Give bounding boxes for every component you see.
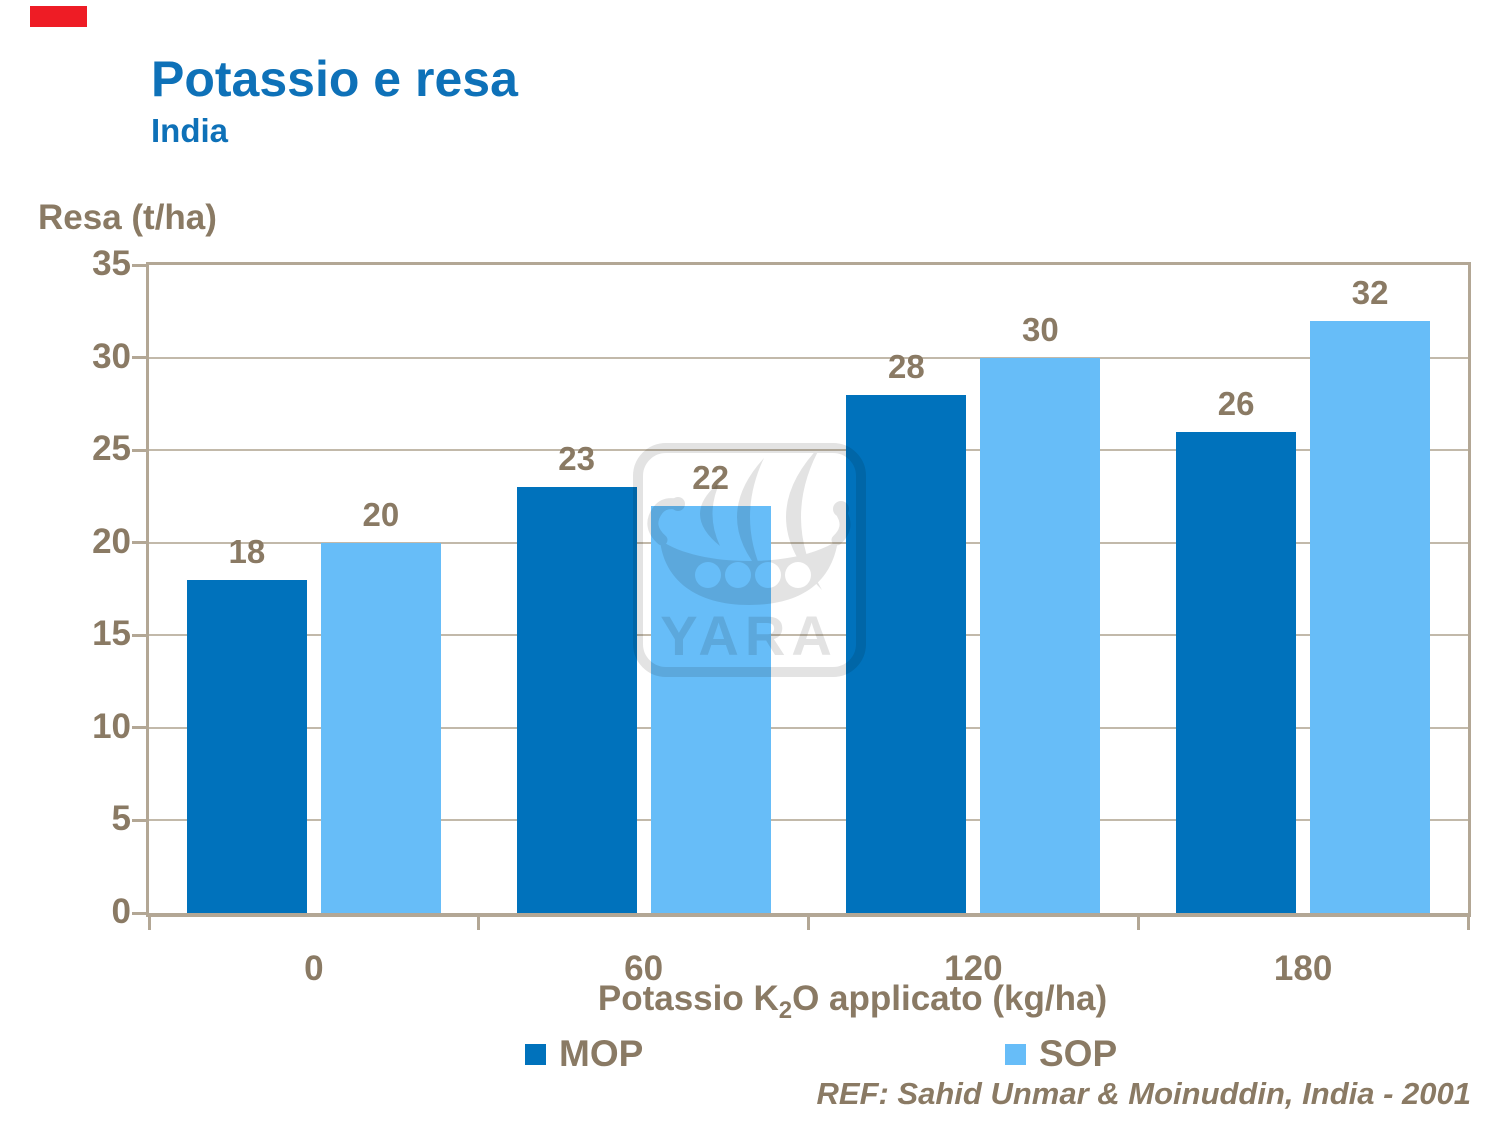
x-tick-label-60: 60 bbox=[624, 949, 664, 988]
x-tick-mark-2 bbox=[807, 917, 810, 930]
bar-mop-120 bbox=[846, 394, 967, 913]
plot-area: 0 5 10 15 20 25 30 35 18 23 28 26 20 22 30 32 0 60 120 180 bbox=[92, 244, 1471, 988]
x-tick-mark-4 bbox=[1466, 917, 1470, 930]
x-tick-label-0: 0 bbox=[304, 949, 324, 988]
watermark-border bbox=[633, 443, 866, 677]
x-axis-title-sub: 2 bbox=[778, 997, 793, 1024]
x-tick-mark-3 bbox=[1136, 917, 1140, 930]
legend-swatch-sop bbox=[1005, 1043, 1026, 1065]
y-tick-label-5: 5 bbox=[111, 799, 131, 839]
watermark-text: YARA bbox=[660, 604, 838, 667]
y-tick-label-20: 20 bbox=[92, 521, 131, 561]
y-tick-mark-5 bbox=[132, 818, 146, 822]
bar-value-label: 26 bbox=[1217, 384, 1255, 422]
y-tick-label-0: 0 bbox=[111, 892, 131, 932]
legend-label-sop: SOP bbox=[1039, 1033, 1118, 1074]
legend-item-mop: MOP bbox=[525, 1033, 643, 1075]
bar-value-label: 30 bbox=[1022, 310, 1059, 348]
gridline-30 bbox=[149, 356, 1468, 359]
bar-sop-120 bbox=[980, 357, 1101, 913]
bar-value-label: 23 bbox=[558, 440, 595, 478]
y-axis-title: Resa (t/ha) bbox=[38, 198, 217, 237]
bar-value-label: 28 bbox=[888, 347, 925, 385]
gridline-5 bbox=[149, 819, 1468, 822]
legend: MOP SOP bbox=[148, 1033, 1473, 1079]
legend-item-sop: SOP bbox=[1005, 1033, 1117, 1075]
y-tick-mark-30 bbox=[132, 356, 146, 360]
y-tick-mark-15 bbox=[132, 633, 146, 637]
y-tick-label-15: 15 bbox=[92, 614, 131, 654]
bar-mop-0 bbox=[186, 579, 307, 913]
bar-mop-60 bbox=[516, 487, 637, 913]
x-tick-mark-1 bbox=[477, 917, 481, 930]
gridline-20 bbox=[149, 541, 1468, 544]
x-axis-title-post: O applicato (kg/ha) bbox=[792, 979, 1108, 1018]
bar-mop-180 bbox=[1176, 431, 1297, 913]
y-tick-label-25: 25 bbox=[92, 429, 131, 469]
legend-label-mop: MOP bbox=[559, 1033, 644, 1074]
chart-title: Potassio e resa bbox=[151, 51, 518, 107]
y-tick-mark-0 bbox=[132, 911, 146, 915]
y-tick-mark-35 bbox=[132, 263, 146, 267]
legend-swatch-mop bbox=[525, 1043, 546, 1065]
bar-sop-180 bbox=[1310, 320, 1431, 913]
bar-value-label: 18 bbox=[228, 532, 266, 570]
x-tick-label-120: 120 bbox=[944, 949, 1003, 988]
yara-logo-watermark: YARA bbox=[633, 443, 866, 677]
x-tick-label-180: 180 bbox=[1273, 949, 1333, 988]
y-tick-mark-20 bbox=[132, 541, 146, 545]
x-axis-title-pre: Potassio K bbox=[597, 979, 779, 1018]
gridline-15 bbox=[149, 634, 1468, 637]
x-axis-title: Potassio K2O applicato (kg/ha) bbox=[190, 979, 1501, 1025]
y-tick-label-35: 35 bbox=[92, 244, 131, 284]
bar-value-label: 22 bbox=[692, 458, 729, 496]
chart-subtitle: India bbox=[151, 112, 229, 149]
viking-ship-icon bbox=[647, 444, 851, 605]
y-tick-mark-25 bbox=[132, 448, 146, 452]
reference-text: REF: Sahid Unmar & Moinuddin, India - 20… bbox=[816, 1076, 1472, 1111]
bar-value-label: 20 bbox=[362, 495, 400, 533]
bar-value-label: 32 bbox=[1351, 273, 1389, 311]
bar-sop-0 bbox=[320, 542, 441, 913]
y-tick-mark-10 bbox=[132, 726, 146, 730]
red-accent-mark bbox=[30, 6, 87, 27]
y-tick-label-30: 30 bbox=[92, 336, 131, 376]
y-tick-label-10: 10 bbox=[92, 707, 131, 747]
gridline-10 bbox=[149, 726, 1468, 729]
x-tick-mark-0 bbox=[147, 917, 151, 930]
